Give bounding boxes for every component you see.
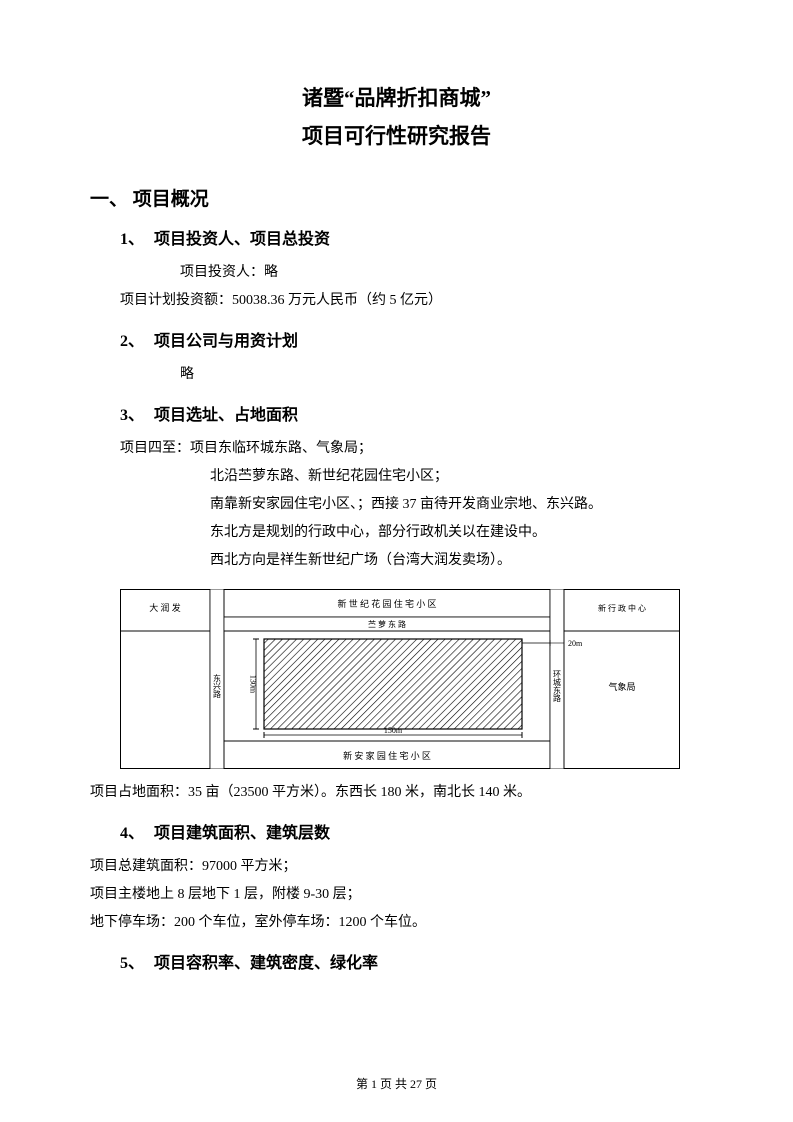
sub-5-heading: 5、项目容积率、建筑密度、绿化率	[120, 949, 703, 973]
sub-1-title: 项目投资人、项目总投资	[154, 231, 330, 248]
s4-l2: 项目主楼地上 8 层地下 1 层，附楼 9-30 层；	[90, 881, 703, 909]
amount-line: 项目计划投资额：50038.36 万元人民币（约 5 亿元）	[120, 287, 703, 315]
s4-l3: 地下停车场：200 个车位，室外停车场：1200 个车位。	[90, 909, 703, 937]
svg-text:20m: 20m	[568, 639, 583, 648]
area-line: 项目占地面积：35 亩（23500 平方米）。东西长 180 米，南北长 140…	[90, 779, 703, 807]
svg-text:大 润 发: 大 润 发	[149, 602, 181, 613]
sub-1-num: 1、	[120, 225, 154, 249]
svg-text:新 安 家 园 住 宅 小 区: 新 安 家 园 住 宅 小 区	[343, 750, 431, 761]
section-1-heading: 一、 项目概况	[90, 184, 703, 211]
loc-line1: 项目四至：项目东临环城东路、气象局；	[120, 435, 703, 463]
sub-3-title: 项目选址、占地面积	[154, 407, 298, 424]
page-footer: 第 1 页 共 27 页	[0, 1075, 793, 1092]
sub-1-heading: 1、项目投资人、项目总投资	[120, 225, 703, 249]
svg-text:苎 萝 东 路: 苎 萝 东 路	[368, 619, 406, 629]
sub-4-heading: 4、项目建筑面积、建筑层数	[120, 819, 703, 843]
sub-3-num: 3、	[120, 401, 154, 425]
loc-line3: 南靠新安家园住宅小区、；西接 37 亩待开发商业宗地、东兴路。	[210, 491, 703, 519]
svg-text:新 世 纪 花 园 住 宅 小 区: 新 世 纪 花 园 住 宅 小 区	[337, 598, 436, 609]
sub-2-body: 略	[180, 361, 703, 389]
svg-text:130m: 130m	[249, 674, 258, 693]
sub-2-heading: 2、项目公司与用资计划	[120, 327, 703, 351]
sub-3-heading: 3、项目选址、占地面积	[120, 401, 703, 425]
doc-title-line1: 诸暨“品牌折扣商城”	[90, 80, 703, 118]
sub-5-title: 项目容积率、建筑密度、绿化率	[154, 955, 378, 972]
svg-text:150m: 150m	[384, 726, 403, 735]
svg-text:气象局: 气象局	[608, 681, 635, 692]
loc-line5: 西北方向是祥生新世纪广场（台湾大润发卖场）。	[210, 547, 703, 575]
investor-line: 项目投资人：略	[180, 259, 703, 287]
s4-l1: 项目总建筑面积：97000 平方米；	[90, 853, 703, 881]
sub-4-title: 项目建筑面积、建筑层数	[154, 825, 330, 842]
sub-2-title: 项目公司与用资计划	[154, 333, 298, 350]
svg-text:环城东路: 环城东路	[553, 670, 562, 702]
sub-5-num: 5、	[120, 949, 154, 973]
sub-2-num: 2、	[120, 327, 154, 351]
loc-line2: 北沿苎萝东路、新世纪花园住宅小区；	[210, 463, 703, 491]
sub-4-num: 4、	[120, 819, 154, 843]
loc-line4: 东北方是规划的行政中心，部分行政机关以在建设中。	[210, 519, 703, 547]
svg-text:新 行 政 中 心: 新 行 政 中 心	[598, 603, 646, 613]
doc-title-line2: 项目可行性研究报告	[90, 118, 703, 156]
svg-text:东兴路: 东兴路	[213, 673, 222, 698]
site-diagram: 大 润 发东兴路 新 世 纪 花 园 住 宅 小 区苎 萝 东 路新 安 家 园 …	[120, 589, 703, 769]
